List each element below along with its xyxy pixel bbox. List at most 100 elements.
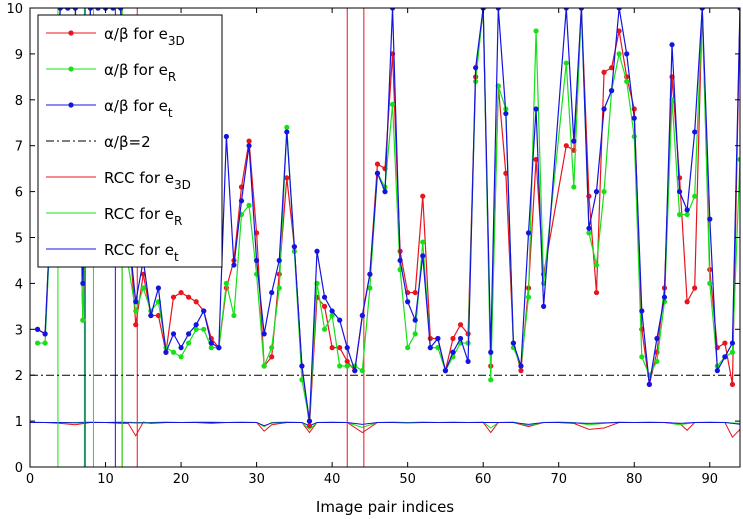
ratio-point-blue: [405, 299, 411, 305]
legend-label: α/β for eR: [104, 61, 176, 84]
ratio-point-blue: [57, 8, 63, 11]
ratio-point-green: [344, 363, 350, 369]
ratio-point-red: [374, 161, 381, 167]
legend-marker-blue: [68, 102, 74, 108]
ratio-point-red: [337, 345, 343, 351]
ratio-point-red: [518, 368, 524, 374]
ratio-point-blue: [669, 42, 675, 48]
ratio-point-blue: [118, 8, 124, 11]
ratio-point-blue: [216, 345, 222, 351]
legend-marker-red: [68, 30, 74, 36]
ratio-point-green: [367, 285, 373, 291]
legend-label-subscript: 3D: [174, 178, 191, 192]
ratio-point-red: [420, 193, 426, 199]
legend-label: α/β=2: [104, 133, 151, 151]
ratio-point-blue: [95, 8, 101, 11]
ratio-point-green: [42, 340, 48, 346]
ratio-point-green: [133, 308, 139, 314]
ratio-point-blue: [714, 368, 720, 374]
legend-label-subscript: R: [174, 214, 182, 228]
ratio-point-blue: [299, 363, 305, 369]
ratio-point-blue: [329, 308, 335, 314]
ratio-point-red: [321, 303, 328, 309]
ratio-point-green: [737, 156, 740, 163]
legend-label-main: RCC for e: [104, 241, 174, 259]
ratio-point-blue: [314, 248, 320, 254]
legend-label: α/β for et: [104, 97, 173, 120]
ratio-point-green: [231, 312, 237, 319]
ratio-point-blue: [34, 326, 41, 332]
legend-marker-green: [68, 66, 74, 72]
ratio-point-green: [405, 345, 411, 351]
axis-ticks: 0 10 20 30 40 50 60 70 80 90 0 1 2 3 4 5 6 7 8 9 10: [6, 2, 740, 487]
ratio-point-blue: [397, 257, 403, 264]
ratio-point-blue: [382, 189, 388, 195]
ratio-point-green: [707, 280, 713, 286]
ratio-point-blue: [646, 381, 652, 387]
legend-label-main: RCC for e: [104, 205, 174, 223]
y-tick-label: 2: [15, 369, 23, 384]
ratio-point-green: [246, 202, 252, 208]
ratio-point-red: [329, 345, 335, 351]
y-tick-label: 5: [15, 232, 23, 247]
legend-label-main: α/β for e: [104, 61, 168, 79]
ratio-point-blue: [676, 189, 683, 195]
ratio-point-blue: [533, 106, 539, 112]
ratio-point-blue: [110, 8, 116, 11]
legend-label: RCC for eR: [104, 205, 182, 228]
ratio-point-green: [284, 124, 290, 130]
ratio-point-green: [420, 239, 426, 245]
legend-label-main: α/β for e: [104, 97, 168, 115]
x-tick-label: 50: [399, 472, 416, 487]
ratio-point-blue: [269, 289, 275, 296]
y-tick-label: 7: [15, 140, 23, 155]
ratio-point-red: [155, 312, 162, 319]
ratio-point-blue: [72, 8, 78, 11]
ratio-point-blue: [684, 207, 690, 213]
ratio-point-blue: [510, 340, 517, 346]
ratio-point-blue: [495, 8, 501, 11]
ratio-point-blue: [246, 143, 252, 149]
ratio-point-green: [170, 349, 177, 355]
ratio-point-blue: [601, 106, 607, 112]
legend-label-subscript: t: [168, 106, 173, 120]
ratio-point-green: [269, 345, 275, 351]
y-tick-label: 10: [6, 2, 23, 17]
y-tick-label: 8: [15, 94, 23, 109]
ratio-point-blue: [661, 294, 668, 300]
ratio-point-blue: [155, 285, 162, 291]
ratio-point-green: [624, 78, 630, 85]
ratio-point-blue: [525, 230, 532, 236]
ratio-point-green: [201, 326, 207, 332]
ratio-point-blue: [87, 8, 94, 11]
ratio-point-green: [80, 317, 86, 323]
ratio-point-green: [684, 211, 690, 218]
ratio-point-green: [586, 230, 592, 236]
ratio-point-blue: [337, 317, 343, 323]
legend-label: RCC for et: [104, 241, 179, 264]
ratio-point-blue: [231, 262, 237, 268]
ratio-point-blue: [465, 358, 471, 365]
ratio-point-blue: [42, 331, 48, 337]
ratio-point-blue: [223, 133, 229, 140]
y-tick-label: 0: [15, 461, 23, 476]
ratio-point-green: [208, 345, 214, 351]
ratio-point-blue: [692, 129, 698, 135]
ratio-point-blue: [578, 8, 584, 11]
ratio-point-green: [140, 285, 146, 291]
y-tick-label: 1: [15, 415, 23, 430]
ratio-point-blue: [352, 368, 358, 374]
ratio-point-red: [246, 138, 252, 144]
ratio-point-red: [729, 381, 736, 387]
ratio-point-blue: [473, 65, 479, 71]
ratio-point-green: [601, 189, 607, 195]
ratio-point-blue: [737, 8, 740, 11]
ratio-point-blue: [261, 331, 267, 337]
ratio-point-blue: [291, 244, 297, 250]
ratio-point-green: [337, 363, 343, 369]
ratio-point-green: [276, 285, 282, 291]
ratio-point-red: [692, 285, 698, 291]
ratio-point-blue: [571, 138, 577, 144]
ratio-point-blue: [541, 303, 547, 309]
